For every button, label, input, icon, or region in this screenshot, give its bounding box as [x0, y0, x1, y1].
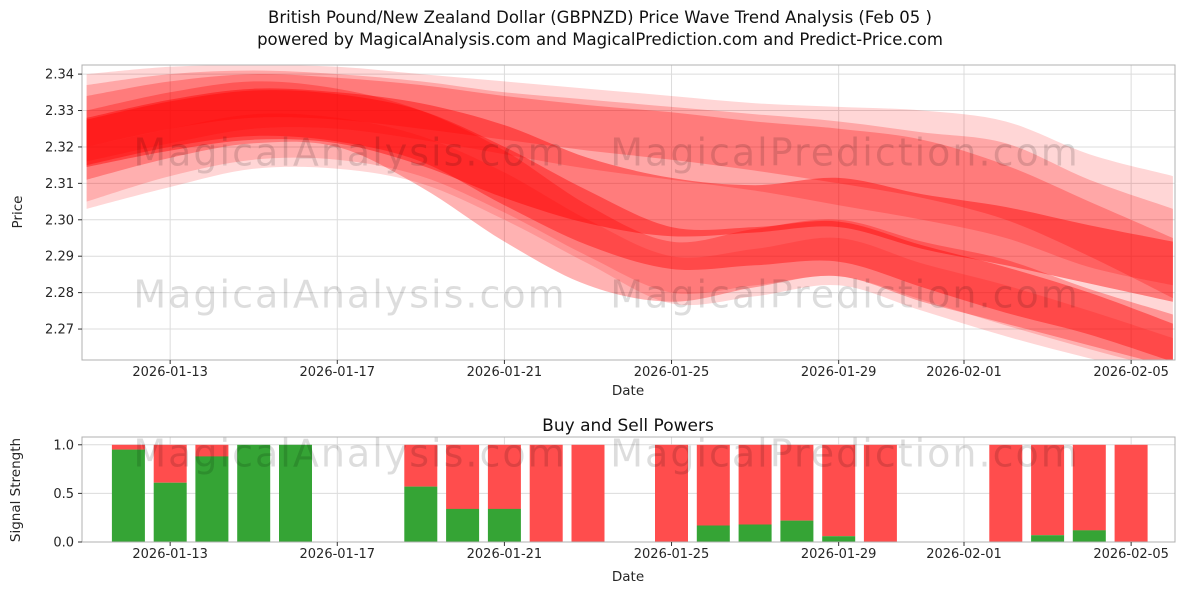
x-tick-label: 2026-01-13	[132, 547, 208, 562]
buy-bar	[111, 449, 145, 542]
buy-bar	[738, 524, 772, 542]
x-tick-label: 2026-02-01	[926, 547, 1002, 562]
x-tick-label: 2026-01-21	[467, 365, 543, 380]
buy-bar	[696, 525, 730, 542]
sell-bar	[529, 444, 563, 542]
y-tick-label: 1.0	[53, 438, 74, 453]
buy-bar	[153, 482, 187, 542]
price-wave-bands	[86, 65, 1173, 360]
buy-bar	[822, 536, 856, 542]
chart-subtitle: powered by MagicalAnalysis.com and Magic…	[257, 30, 943, 49]
buy-bar	[279, 444, 312, 542]
signal-chart-svg: MagicalAnalysis.com MagicalPrediction.com…	[8, 416, 1176, 585]
signal-bars	[111, 444, 1148, 542]
price-wave-band-core-band	[86, 88, 1173, 302]
x-tick-label: 2026-01-17	[300, 547, 376, 562]
buy-bar	[195, 456, 229, 542]
sell-bar	[153, 444, 187, 483]
signal-chart-xlabel: Date	[612, 569, 644, 585]
x-tick-label: 2026-01-13	[132, 365, 208, 380]
x-tick-label: 2026-01-29	[801, 547, 877, 562]
sell-bar	[1031, 444, 1065, 536]
x-tick-label: 2026-02-01	[926, 365, 1002, 380]
price-wave-band-mid-drop-band	[86, 81, 1173, 360]
watermark-prediction: MagicalPrediction.com	[610, 273, 1080, 317]
plot-frame	[81, 64, 1176, 361]
buy-bar	[237, 444, 271, 542]
watermark-prediction: MagicalPrediction.com	[610, 432, 1080, 476]
sell-bar	[989, 444, 1023, 542]
x-tick-label: 2026-01-17	[300, 365, 376, 380]
x-tick-label: 2026-01-29	[801, 365, 877, 380]
x-tick-label: 2026-01-25	[634, 365, 710, 380]
signal-axis-label: Signal Strength	[8, 438, 24, 542]
sell-bar	[696, 444, 730, 526]
price-wave-band-lower-stripe	[86, 90, 1173, 360]
price-axis-label: Price	[10, 196, 26, 229]
sell-bar	[738, 444, 772, 525]
price-chart-axes: 2026-01-13 2026-01-17 2026-01-21 2026-01-25…	[45, 64, 1176, 380]
y-tick-label: 0.0	[53, 536, 74, 551]
price-chart-svg: MagicalAnalysis.com MagicalPrediction.com…	[10, 64, 1176, 399]
plot-frame	[81, 436, 1176, 543]
watermark-analysis: MagicalAnalysis.com	[133, 273, 566, 317]
y-tick-label: 0.5	[53, 487, 74, 502]
y-tick-label: 2.27	[45, 323, 74, 338]
watermark-prediction: MagicalPrediction.com	[610, 131, 1080, 175]
price-wave-band-late-decline-band	[86, 74, 1173, 299]
sell-bar	[1072, 444, 1106, 531]
sell-bar	[111, 444, 145, 450]
sell-bar	[1114, 444, 1148, 542]
sell-bar	[195, 444, 229, 457]
y-tick-label: 2.33	[45, 104, 74, 119]
price-wave-band-upper-band	[86, 70, 1173, 286]
x-tick-label: 2026-02-05	[1093, 547, 1169, 562]
y-tick-label: 2.32	[45, 140, 74, 155]
signal-chart-watermarks: MagicalAnalysis.com MagicalPrediction.com	[133, 432, 1080, 476]
price-chart-xlabel: Date	[612, 383, 644, 399]
price-chart-grid	[82, 65, 1175, 360]
y-tick-label: 2.28	[45, 286, 74, 301]
price-wave-band-outer-envelope	[86, 65, 1173, 360]
y-tick-label: 2.34	[45, 68, 74, 83]
price-chart-watermarks: MagicalAnalysis.com MagicalPrediction.com…	[133, 131, 1080, 317]
watermark-analysis: MagicalAnalysis.com	[133, 432, 566, 476]
x-tick-label: 2026-01-21	[467, 547, 543, 562]
sell-bar	[655, 444, 688, 542]
watermark-analysis: MagicalAnalysis.com	[133, 131, 566, 175]
buy-bar	[487, 508, 521, 542]
sell-bar	[863, 444, 897, 542]
y-tick-label: 2.30	[45, 213, 74, 228]
buy-bar	[780, 520, 814, 542]
buy-bar	[1072, 530, 1106, 542]
sell-bar	[822, 444, 856, 537]
x-tick-label: 2026-02-05	[1093, 365, 1169, 380]
chart-title: British Pound/New Zealand Dollar (GBPNZD…	[268, 8, 932, 27]
buy-bar	[404, 486, 438, 542]
sell-bar	[404, 444, 438, 487]
sell-bar	[780, 444, 814, 521]
buy-bar	[1031, 535, 1065, 542]
y-tick-label: 2.31	[45, 177, 74, 192]
x-tick-label: 2026-01-25	[634, 547, 710, 562]
sell-bar	[487, 444, 521, 509]
sell-bar	[571, 444, 605, 542]
y-tick-label: 2.29	[45, 250, 74, 265]
signal-chart-axes: 2026-01-13 2026-01-17 2026-01-21 2026-01-25…	[53, 436, 1176, 562]
buy-bar	[446, 508, 480, 542]
price-wave-band-light-low-wedge	[86, 113, 1173, 360]
sell-bar	[446, 444, 480, 509]
signal-chart-title: Buy and Sell Powers	[542, 416, 714, 436]
